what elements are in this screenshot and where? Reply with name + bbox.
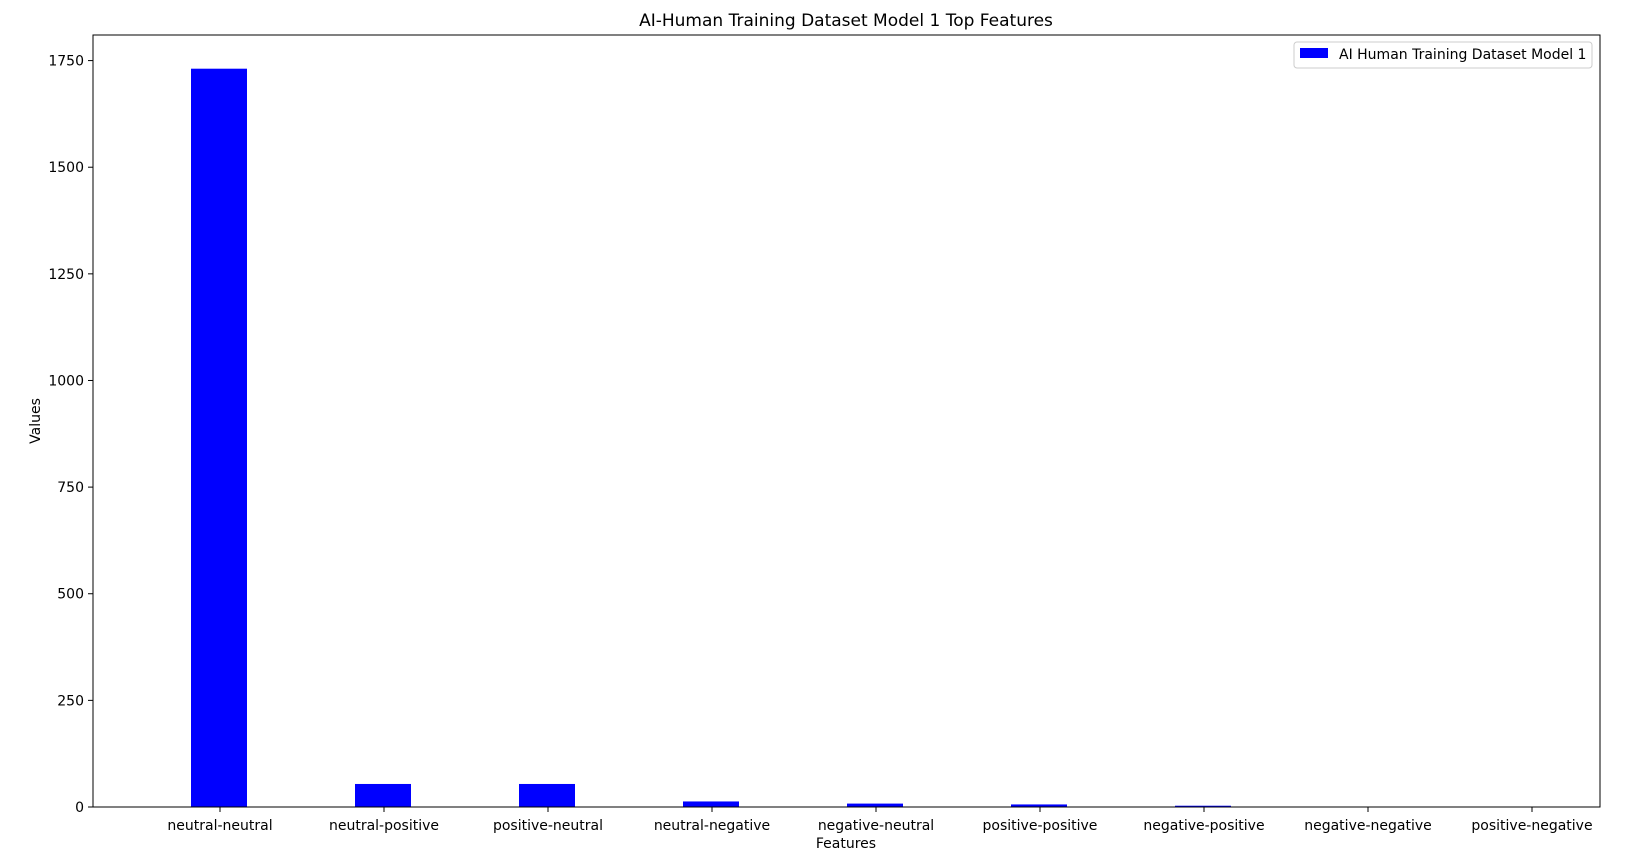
bar-neutral-positive bbox=[355, 783, 411, 807]
y-tick-label: 0 bbox=[75, 800, 84, 816]
x-tick-label: negative-positive bbox=[1143, 818, 1264, 834]
x-tick-label: neutral-neutral bbox=[167, 818, 272, 834]
plot-frame bbox=[92, 34, 1601, 808]
y-axis-ticks: 0 250 500 750 1000 1250 1500 1750 bbox=[48, 54, 93, 816]
y-tick-label: 500 bbox=[57, 587, 84, 603]
legend-box bbox=[1293, 41, 1593, 69]
bar-neutral-neutral bbox=[191, 68, 247, 808]
legend: AI Human Training Dataset Model 1 bbox=[1293, 41, 1593, 69]
x-tick-label: neutral-negative bbox=[654, 818, 770, 834]
bar-positive-positive bbox=[1011, 804, 1067, 807]
y-tick-label: 750 bbox=[57, 480, 84, 496]
legend-label: AI Human Training Dataset Model 1 bbox=[1339, 47, 1586, 63]
y-tick-label: 1750 bbox=[48, 54, 84, 70]
x-tick-label: positive-positive bbox=[983, 818, 1098, 834]
bar-negative-positive bbox=[1175, 805, 1231, 807]
x-tick-label: negative-negative bbox=[1304, 818, 1432, 834]
y-axis-label: Values bbox=[28, 398, 44, 444]
x-axis-label: Features bbox=[816, 836, 876, 852]
chart-title: AI-Human Training Dataset Model 1 Top Fe… bbox=[639, 11, 1053, 31]
y-tick-label: 1500 bbox=[48, 160, 84, 176]
x-tick-label: positive-negative bbox=[1471, 818, 1592, 834]
bar-positive-neutral bbox=[519, 783, 575, 807]
bar-neutral-negative bbox=[683, 801, 739, 807]
legend-swatch bbox=[1300, 48, 1328, 58]
y-tick-label: 1000 bbox=[48, 373, 84, 389]
x-tick-label: negative-neutral bbox=[818, 818, 934, 834]
x-tick-label: positive-neutral bbox=[493, 818, 603, 834]
bar-negative-neutral bbox=[847, 803, 903, 807]
y-tick-label: 1250 bbox=[48, 267, 84, 283]
bars-group bbox=[191, 68, 1559, 808]
x-tick-label: neutral-positive bbox=[329, 818, 439, 834]
y-tick-label: 250 bbox=[57, 693, 84, 709]
x-axis-ticks: neutral-neutral neutral-positive positive-… bbox=[167, 807, 1593, 834]
